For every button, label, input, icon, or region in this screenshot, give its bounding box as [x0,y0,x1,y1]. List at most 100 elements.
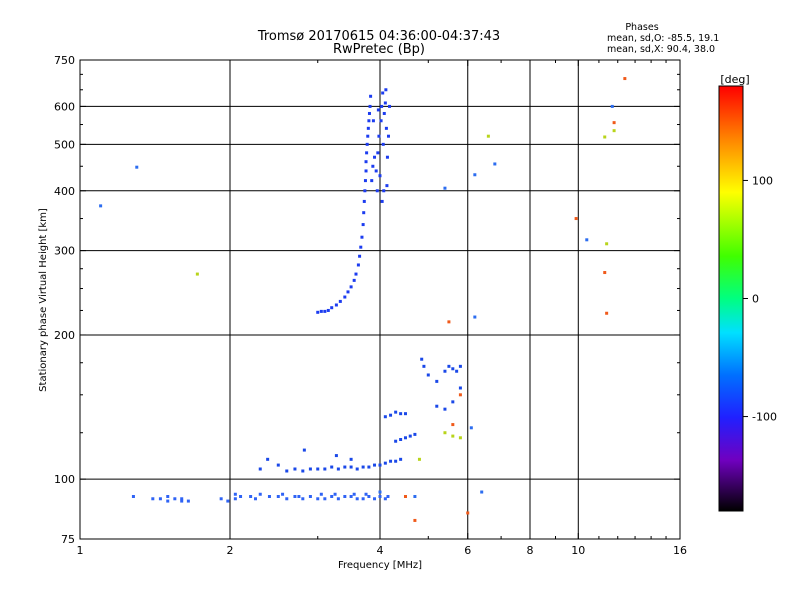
data-point [473,173,477,177]
data-point [326,308,330,312]
data-point [612,121,616,125]
data-point [623,77,627,81]
data-point [330,465,334,469]
data-point [352,492,356,496]
chart-subtitle: RwPretec (Bp) [333,42,425,57]
data-point [361,497,365,501]
data-point [385,184,389,188]
data-point [435,404,439,408]
data-point [383,415,387,419]
data-point [422,364,426,368]
colorbar-gradient [718,85,744,512]
data-point [361,223,365,227]
data-point [131,494,135,498]
colorbar-tick-label: -100 [752,411,777,424]
data-point [258,492,262,496]
data-point [349,494,353,498]
data-point [376,108,380,112]
data-point [585,238,589,242]
data-point [610,104,614,108]
data-point [151,497,155,501]
data-point [297,494,301,498]
x-tick-label: 2 [227,544,234,557]
data-point [233,497,237,501]
data-point [366,134,370,138]
data-point [316,497,320,501]
data-point [413,494,417,498]
data-point [359,245,363,249]
data-point [435,379,439,383]
data-point [319,309,323,313]
data-point [293,467,297,471]
data-point [333,492,337,496]
data-point [158,497,162,501]
data-point [343,295,347,299]
data-point [443,186,447,190]
data-point [443,407,447,411]
data-point [371,119,375,123]
data-point [380,199,384,203]
data-point [458,364,462,368]
y-tick-label: 600 [54,100,75,113]
data-point [378,174,382,178]
data-point [267,494,271,498]
x-tick-label: 8 [527,544,534,557]
data-point [493,162,497,166]
data-point [226,499,230,503]
data-point [370,179,374,183]
x-tick-label: 10 [571,544,585,557]
data-point [389,413,393,417]
data-point [574,217,578,221]
data-point [364,160,368,164]
data-point [334,303,338,307]
data-point [343,465,347,469]
y-tick-label: 300 [54,245,75,258]
data-point [420,357,424,361]
data-point [323,467,327,471]
data-point [386,494,390,498]
data-point [308,467,312,471]
data-point [239,494,243,498]
data-point [384,88,388,92]
data-point [180,499,184,503]
data-point [443,369,447,373]
phase-stats-x: mean, sd,X: 90.4, 38.0 [607,44,715,55]
data-point [451,434,455,438]
data-point [394,410,398,414]
data-point [293,494,297,498]
data-point [301,497,305,501]
chart-title: Tromsø 20170615 04:36:00-04:37:43 [257,29,500,44]
data-point [135,165,139,169]
data-point [399,457,403,461]
data-point [358,254,362,258]
data-point [394,459,398,463]
data-point [173,497,177,501]
data-point [458,436,462,440]
data-point [195,272,199,276]
colorbar-ticks: 100 0 -100 [743,174,777,424]
data-point [180,497,184,501]
data-point [451,423,455,427]
data-point [316,467,320,471]
data-point [374,169,378,173]
data-point [383,101,387,105]
data-point [302,448,306,452]
data-point [301,469,305,473]
data-point [364,492,368,496]
data-point [354,272,358,276]
data-point [451,400,455,404]
data-point [346,290,350,294]
x-tick-label: 1 [77,544,84,557]
data-point [330,306,334,310]
data-point [276,463,280,467]
data-point [408,434,412,438]
data-point [373,463,377,467]
phase-stats-heading: Phases [625,22,658,33]
data-point [99,204,103,208]
data-point [323,497,327,501]
data-point [356,263,360,267]
data-point [367,111,371,115]
data-point [443,431,447,435]
data-point [276,494,280,498]
colorbar: [deg] 100 0 -100 [718,73,777,512]
